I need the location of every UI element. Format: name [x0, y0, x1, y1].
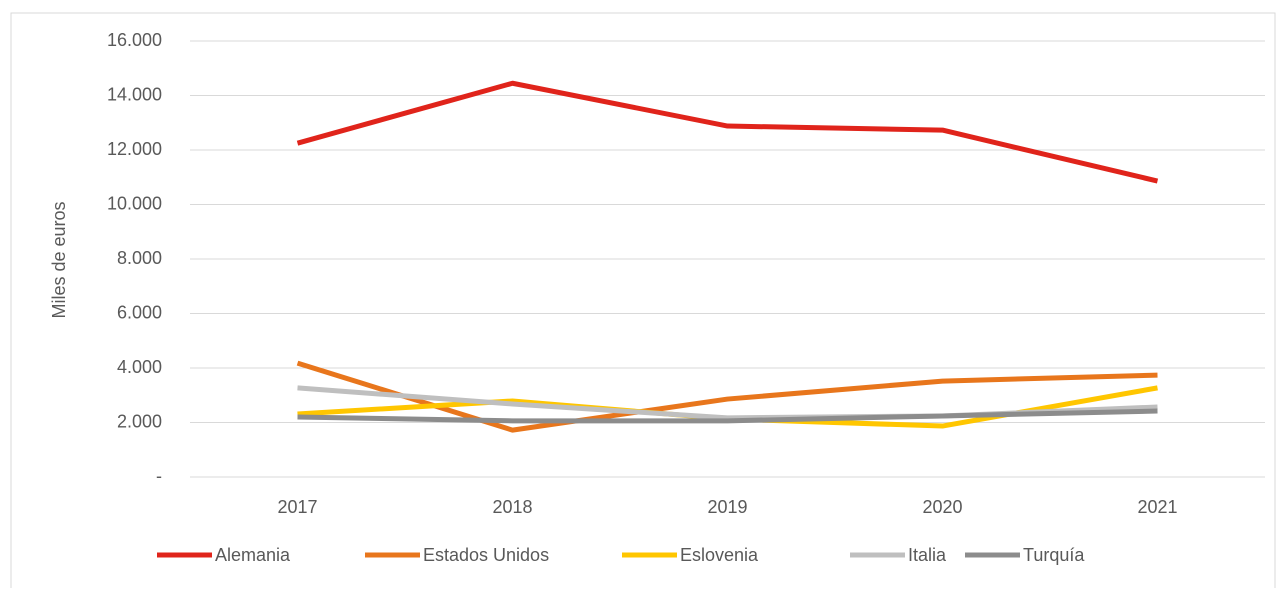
x-tick-label: 2018 [492, 497, 532, 517]
x-tick-label: 2021 [1137, 497, 1177, 517]
legend-label: Estados Unidos [423, 545, 549, 565]
legend-label: Alemania [215, 545, 291, 565]
series-line [297, 408, 1158, 424]
x-tick-label: 2020 [922, 497, 962, 517]
y-tick-label: 6.000 [117, 302, 162, 322]
chart-frame [10, 12, 1276, 593]
y-tick-label: 2.000 [117, 411, 162, 431]
legend-label: Italia [908, 545, 947, 565]
series-line [296, 80, 1159, 184]
y-axis-label: Miles de euros [49, 201, 69, 318]
y-tick-label: 10.000 [107, 193, 162, 213]
y-tick-label: - [156, 466, 162, 486]
y-tick-label: 12.000 [107, 139, 162, 159]
y-tick-label: 16.000 [107, 30, 162, 50]
legend-label: Eslovenia [680, 545, 759, 565]
y-tick-label: 8.000 [117, 248, 162, 268]
y-tick-label: 4.000 [117, 357, 162, 377]
x-tick-label: 2019 [707, 497, 747, 517]
y-tick-label: 14.000 [107, 84, 162, 104]
legend-label: Turquía [1023, 545, 1085, 565]
x-tick-label: 2017 [277, 497, 317, 517]
